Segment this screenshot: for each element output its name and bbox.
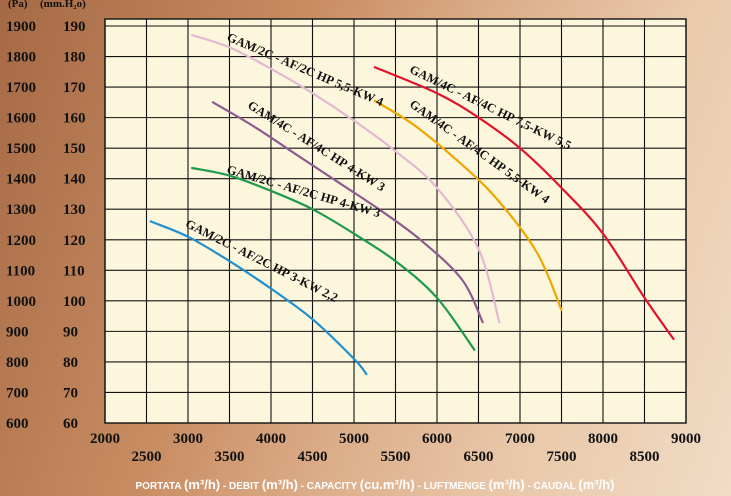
x-tick-label: 8000 <box>588 431 618 447</box>
series-line <box>191 166 476 351</box>
x-tick-label: 2500 <box>132 449 162 465</box>
y-tick-label-mm: 100 <box>63 294 86 310</box>
y-tick-label-pa: 1100 <box>6 263 35 279</box>
x-axis-label-part: (m³/h) <box>578 477 614 492</box>
y-tick-label-mm: 180 <box>63 50 86 66</box>
x-tick-label: 7000 <box>505 431 535 447</box>
x-tick-label: 6000 <box>422 431 452 447</box>
x-tick-label: 3500 <box>215 449 245 465</box>
series-line <box>373 99 563 312</box>
y-tick-label-pa: 1300 <box>6 202 36 218</box>
x-axis-label-part: (m³/h) <box>489 477 525 492</box>
x-axis-label-part: PORTATA <box>136 481 185 492</box>
y-unit-mm: (mm.H₂o) <box>40 0 86 10</box>
y-tick-label-mm: 130 <box>63 202 86 218</box>
x-tick-label: 5500 <box>381 449 411 465</box>
x-axis-label: PORTATA (m³/h) - DEBIT (m³/h) - CAPACITY… <box>136 477 615 492</box>
series-group <box>149 34 675 376</box>
y-tick-label-mm: 150 <box>63 141 86 157</box>
y-tick-label-pa: 1000 <box>6 294 36 310</box>
y-tick-label-pa: 1500 <box>6 141 36 157</box>
y-tick-label-mm: 140 <box>63 172 86 188</box>
y-tick-label-mm: 80 <box>63 355 78 371</box>
y-tick-label-pa: 1400 <box>6 172 36 188</box>
x-tick-label: 4500 <box>298 449 328 465</box>
x-tick-label: 8500 <box>630 449 660 465</box>
series-line <box>211 101 484 324</box>
x-axis-label-part: - LUFTMENGE <box>415 481 489 492</box>
y-tick-label-pa: 900 <box>6 324 29 340</box>
x-axis-label-part: (m³/h) <box>184 477 220 492</box>
x-tick-label: 9000 <box>671 431 701 447</box>
x-tick-label: 6500 <box>464 449 494 465</box>
y-tick-label-pa: 1700 <box>6 80 36 96</box>
y-tick-label-mm: 110 <box>63 263 85 279</box>
y-tick-label-mm: 170 <box>63 80 86 96</box>
x-axis-label-part: - CAUDAL <box>525 481 579 492</box>
y-unit-pa: (Pa) <box>8 0 28 10</box>
plot-frame <box>104 18 687 424</box>
series-line <box>191 34 501 324</box>
y-ticks-mm: 190 180 170 160 150 140 130 120 110 100 90 80 70 60 <box>63 19 86 432</box>
x-ticks: 2000 3000 4000 5000 6000 7000 8000 9000 2500 3500… <box>90 431 701 465</box>
y-tick-label-mm: 190 <box>63 19 86 35</box>
x-axis-label-part: (cu.m³/h) <box>360 477 415 492</box>
x-tick-label: 2000 <box>90 431 120 447</box>
series-line <box>373 66 675 341</box>
y-tick-label-pa: 1600 <box>6 111 36 127</box>
y-tick-label-mm: 160 <box>63 111 86 127</box>
y-tick-label-pa: 600 <box>6 416 29 432</box>
grid <box>104 18 687 424</box>
y-tick-label-pa: 1200 <box>6 233 36 249</box>
y-ticks-pa: 1900 1800 1700 1600 1500 1400 1300 1200 1100 1000… <box>6 19 36 432</box>
y-tick-label-pa: 1800 <box>6 50 36 66</box>
x-tick-label: 4000 <box>256 431 286 447</box>
y-tick-label-mm: 120 <box>63 233 86 249</box>
x-tick-label: 5000 <box>339 431 369 447</box>
x-axis-label-part: - DEBIT <box>220 481 262 492</box>
x-axis-label-part: (m³/h) <box>262 477 298 492</box>
x-axis-label-part: - CAPACITY <box>298 481 360 492</box>
x-tick-label: 3000 <box>173 431 203 447</box>
y-tick-label-pa: 1900 <box>6 19 36 35</box>
series-line <box>149 220 368 376</box>
x-tick-label: 7500 <box>547 449 577 465</box>
y-tick-label-mm: 90 <box>63 324 78 340</box>
y-tick-label-mm: 60 <box>63 416 78 432</box>
y-tick-label-pa: 700 <box>6 385 29 401</box>
y-tick-label-pa: 800 <box>6 355 29 371</box>
y-tick-label-mm: 70 <box>63 385 78 401</box>
